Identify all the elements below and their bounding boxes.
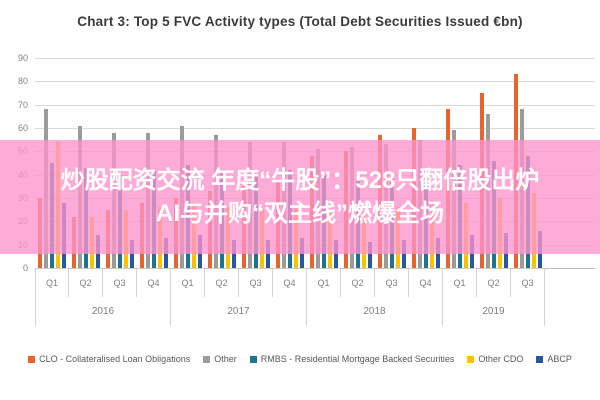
legend-label: RMBS - Residential Mortgage Backed Secur…: [260, 354, 455, 364]
gridline-70: [35, 104, 595, 106]
legend-label: Other: [214, 354, 237, 364]
bar: [334, 240, 338, 268]
x-tick-year-2017: 2017: [171, 296, 307, 326]
watermark-text-line2: AI与并购“双主线”燃爆全场: [156, 200, 444, 227]
x-tick-quarter: Q4: [273, 269, 307, 297]
x-tick-year-2018: 2018: [307, 296, 443, 326]
x-tick-quarter: Q2: [477, 269, 511, 297]
y-tick-label-90: 90: [17, 53, 28, 63]
x-tick-quarter: Q3: [511, 269, 545, 297]
y-tick-label-0: 0: [22, 263, 28, 273]
x-tick-quarter: Q3: [103, 269, 137, 297]
chart-title: Chart 3: Top 5 FVC Activity types (Total…: [77, 14, 523, 29]
x-tick-year-2016: 2016: [35, 296, 171, 326]
x-tick-quarter: Q2: [341, 269, 375, 297]
x-tick-quarter: Q4: [409, 269, 443, 297]
gridline-90: [35, 58, 595, 59]
x-axis-year-row: 2016 2017 2018 2019: [35, 296, 545, 326]
x-tick-quarter: Q4: [137, 269, 171, 297]
x-tick-quarter: Q3: [375, 269, 409, 297]
legend-item: Other: [203, 354, 237, 364]
chart-legend: CLO - Collateralised Loan Obligations Oth…: [0, 354, 600, 364]
x-tick-quarter: Q1: [443, 269, 477, 297]
x-tick-quarter: Q2: [205, 269, 239, 297]
gridline-60: [35, 128, 595, 129]
watermark-text-line1: 炒股配资交流 年度“牛股”：528只翻倍股出炉: [60, 167, 540, 194]
x-axis-quarter-row: Q1 Q2 Q3 Q4 Q1 Q2 Q3 Q4 Q1 Q2 Q3 Q4 Q1 Q2 Q3: [35, 268, 545, 297]
legend-label: Other CDO: [478, 354, 524, 364]
y-tick-label-80: 80: [17, 76, 28, 87]
x-tick-quarter: Q3: [239, 269, 273, 297]
bar: [232, 240, 236, 268]
watermark-overlay: 炒股配资交流 年度“牛股”：528只翻倍股出炉 AI与并购“双主线”燃爆全场: [0, 140, 600, 254]
x-tick-quarter: Q2: [69, 269, 103, 297]
x-tick-year-2019: 2019: [443, 296, 545, 326]
legend-swatch-icon: [536, 355, 544, 363]
x-tick-quarter: Q1: [35, 269, 69, 297]
legend-swatch-icon: [249, 355, 257, 363]
legend-item: RMBS - Residential Mortgage Backed Secur…: [249, 354, 455, 364]
legend-item: Other CDO: [467, 354, 523, 364]
legend-swatch-icon: [467, 355, 475, 363]
legend-swatch-icon: [203, 355, 211, 363]
bar: [266, 240, 270, 268]
y-tick-label-60: 60: [17, 123, 28, 133]
x-tick-quarter: Q1: [171, 269, 205, 297]
y-tick-label-70: 70: [17, 99, 28, 110]
bar: [402, 240, 406, 268]
gridline-80: [35, 81, 595, 83]
bar: [130, 240, 134, 268]
legend-label: CLO - Collateralised Loan Obligations: [39, 354, 191, 364]
bar: [368, 242, 372, 268]
legend-label: ABCP: [547, 354, 572, 364]
legend-item: ABCP: [536, 354, 572, 364]
legend-swatch-icon: [28, 355, 36, 363]
legend-item: CLO - Collateralised Loan Obligations: [28, 354, 190, 364]
x-tick-quarter: Q1: [307, 269, 341, 297]
